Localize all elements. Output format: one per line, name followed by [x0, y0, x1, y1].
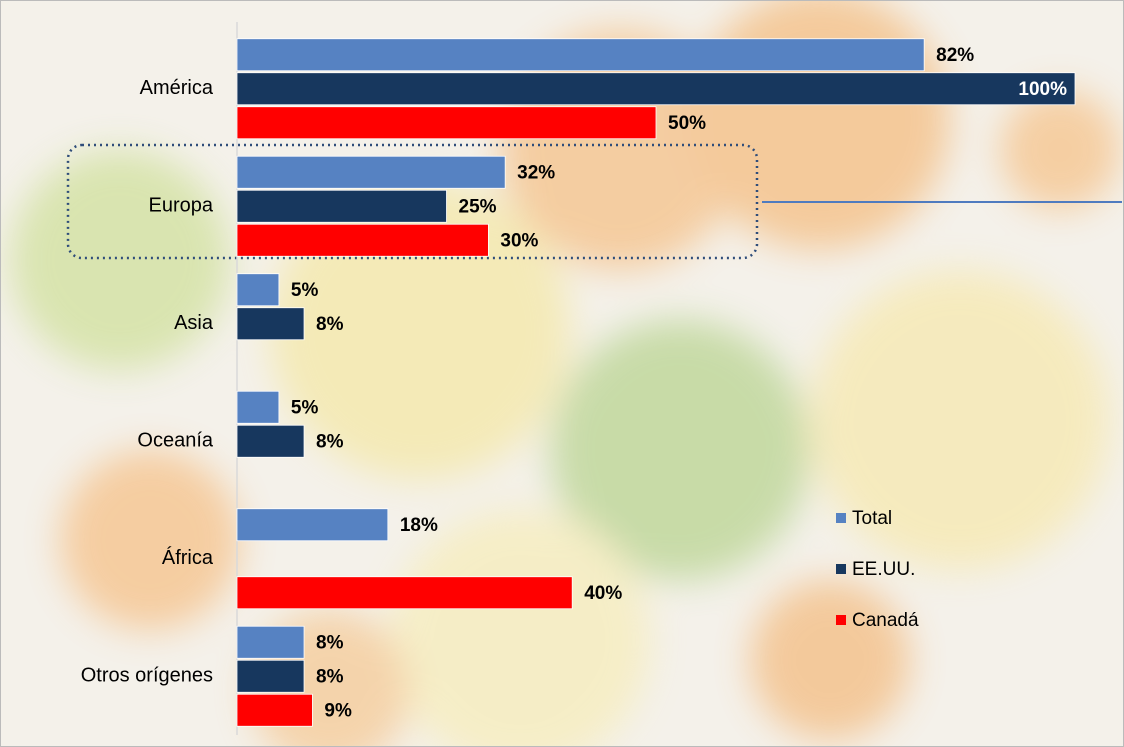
value-label: 18% — [400, 515, 438, 536]
value-label: 8% — [316, 666, 344, 687]
bar — [236, 72, 1076, 106]
value-label: 82% — [936, 45, 974, 66]
bar — [236, 576, 573, 610]
bar — [236, 38, 925, 72]
bar — [236, 223, 489, 257]
bar — [236, 424, 305, 458]
value-label: 25% — [459, 196, 497, 217]
category-label: África — [162, 546, 214, 569]
legend-label: Canadá — [852, 610, 919, 631]
legend-label: EE.UU. — [852, 559, 915, 580]
value-label: 32% — [517, 162, 555, 183]
bar — [236, 693, 313, 727]
bar — [236, 189, 447, 223]
value-label: 5% — [291, 397, 319, 418]
bar — [236, 106, 657, 140]
value-label: 5% — [291, 280, 319, 301]
category-label: Oceanía — [137, 430, 213, 452]
bar — [236, 508, 389, 542]
category-label: América — [140, 77, 214, 99]
value-label: 9% — [324, 700, 352, 721]
value-label: 50% — [668, 113, 706, 134]
bar — [236, 390, 280, 424]
legend-swatch — [836, 513, 846, 523]
bar — [236, 625, 305, 659]
value-label: 30% — [500, 230, 538, 251]
annotation — [66, 143, 1122, 260]
category-label: Otros orígenes — [81, 665, 213, 687]
value-label: 8% — [316, 314, 344, 335]
legend-label: Total — [852, 508, 892, 529]
bar — [236, 155, 506, 189]
bar — [236, 659, 305, 693]
value-label: 8% — [316, 431, 344, 452]
category-label: Asia — [174, 312, 214, 334]
legend-swatch — [836, 564, 846, 574]
bar — [236, 307, 305, 341]
value-label: 100% — [1018, 79, 1067, 100]
legend-swatch — [836, 615, 846, 625]
value-label: 40% — [584, 583, 622, 604]
category-label: Europa — [149, 195, 214, 217]
bar — [236, 273, 280, 307]
value-label: 8% — [316, 632, 344, 653]
